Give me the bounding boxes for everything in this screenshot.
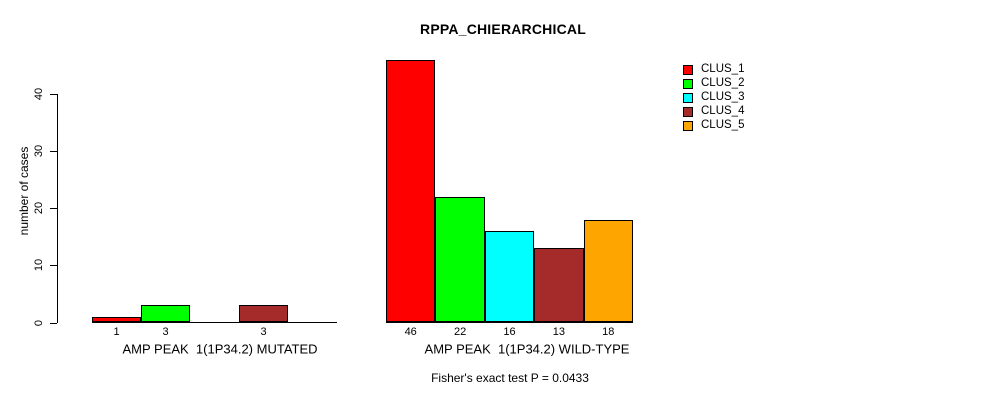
bar-clus_2 xyxy=(141,305,190,323)
bar-value-label: 1 xyxy=(113,326,120,338)
bar-value-label: 18 xyxy=(602,326,615,338)
bar-value-label: 46 xyxy=(404,326,417,338)
bar-value-label: 3 xyxy=(162,326,169,338)
y-tick xyxy=(50,208,57,210)
y-tick xyxy=(50,265,57,267)
group-label-wild-type: AMP PEAK 1(1P34.2) WILD-TYPE xyxy=(424,341,630,357)
y-axis-line xyxy=(57,93,58,323)
x-axis-line xyxy=(386,322,633,323)
bar-value-label: 13 xyxy=(552,326,565,338)
bar-value-label: 16 xyxy=(503,326,516,338)
fisher-test-caption: Fisher's exact test P = 0.0433 xyxy=(431,371,589,385)
x-axis-line xyxy=(92,322,337,323)
legend-swatch-clus_3 xyxy=(683,93,693,103)
y-tick-label: 40 xyxy=(33,87,45,100)
bar-clus_2 xyxy=(435,196,485,323)
legend-swatch-clus_1 xyxy=(683,65,693,75)
bar-clus_4 xyxy=(534,248,584,323)
legend-swatch-clus_4 xyxy=(683,107,693,117)
bar-clus_5 xyxy=(583,219,633,323)
legend-label-clus_4: CLUS_4 xyxy=(701,105,745,117)
y-tick-label: 0 xyxy=(33,319,45,326)
chart-title: RPPA_CHIERARCHICAL xyxy=(420,21,586,37)
legend-label-clus_3: CLUS_3 xyxy=(701,91,745,103)
legend-label-clus_1: CLUS_1 xyxy=(701,63,745,75)
bar-clus_1 xyxy=(92,316,141,323)
bar-value-label: 22 xyxy=(453,326,467,338)
legend-label-clus_2: CLUS_2 xyxy=(701,77,745,89)
legend-label-clus_5: CLUS_5 xyxy=(701,119,745,131)
bar-value-label: 3 xyxy=(260,326,267,338)
y-tick xyxy=(50,322,57,324)
legend-swatch-clus_5 xyxy=(683,121,693,131)
group-label-mutated: AMP PEAK 1(1P34.2) MUTATED xyxy=(122,341,318,357)
bar-clus_4 xyxy=(239,305,288,323)
y-tick-label: 10 xyxy=(33,259,45,272)
y-tick xyxy=(50,150,57,152)
bar-clus_3 xyxy=(484,231,535,323)
bar-clus_1 xyxy=(386,59,436,323)
y-tick xyxy=(50,93,57,95)
y-tick-label: 30 xyxy=(33,144,45,158)
y-tick-label: 20 xyxy=(33,202,45,215)
legend-swatch-clus_2 xyxy=(683,79,693,89)
